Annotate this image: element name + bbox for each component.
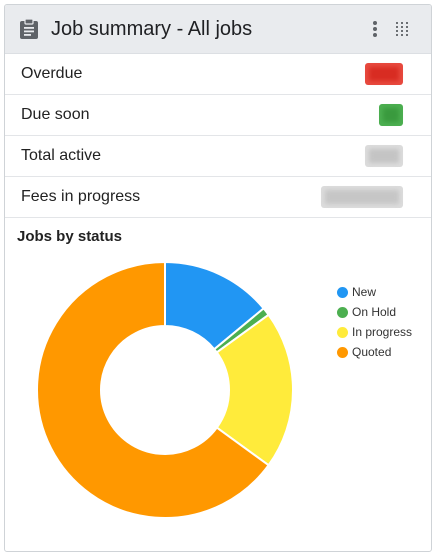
legend-swatch: [337, 306, 348, 318]
legend-item-new[interactable]: New: [337, 282, 412, 302]
summary-row-total-active[interactable]: Total active: [5, 136, 431, 177]
summary-row-fees-in-progress[interactable]: Fees in progress: [5, 177, 431, 218]
due-soon-count-badge[interactable]: [379, 104, 403, 126]
row-label: Total active: [21, 147, 102, 164]
summary-row-due-soon[interactable]: Due soon: [5, 95, 431, 136]
kebab-menu-icon[interactable]: [367, 18, 383, 40]
fees-in-progress-badge[interactable]: [321, 186, 403, 208]
row-label: Fees in progress: [21, 188, 141, 205]
row-label: Overdue: [21, 65, 83, 82]
legend-item-in-progress[interactable]: In progress: [337, 322, 412, 342]
legend-swatch: [337, 326, 348, 338]
card-title: Job summary - All jobs: [51, 17, 253, 40]
job-summary-card: Job summary - All jobs: [4, 4, 432, 552]
overdue-count-badge[interactable]: [365, 63, 403, 85]
summary-row-overdue[interactable]: Overdue: [5, 54, 431, 95]
donut-chart: [36, 260, 294, 519]
legend-label: New: [352, 285, 377, 299]
slice-in-progress[interactable]: [215, 313, 294, 467]
jobs-by-status-chart: Jobs by status New On Hold In progress Quot…: [5, 218, 431, 548]
row-label: Due soon: [21, 106, 90, 123]
header-actions: [367, 18, 411, 40]
legend-label: Quoted: [352, 345, 392, 359]
legend-item-quoted[interactable]: Quoted: [337, 342, 412, 362]
legend-label: In progress: [352, 325, 413, 339]
chart-legend: New On Hold In progress Quoted: [337, 282, 412, 362]
legend-swatch: [337, 346, 348, 358]
chart-title: Jobs by status: [17, 228, 123, 245]
drag-grid-icon[interactable]: [393, 20, 411, 38]
legend-item-on-hold[interactable]: On Hold: [337, 302, 412, 322]
clipboard-icon: [17, 17, 41, 41]
slice-quoted[interactable]: [36, 260, 270, 519]
legend-label: On Hold: [352, 305, 397, 319]
legend-swatch: [337, 286, 348, 298]
card-header: Job summary - All jobs: [5, 5, 431, 54]
total-active-count-badge[interactable]: [365, 145, 403, 167]
